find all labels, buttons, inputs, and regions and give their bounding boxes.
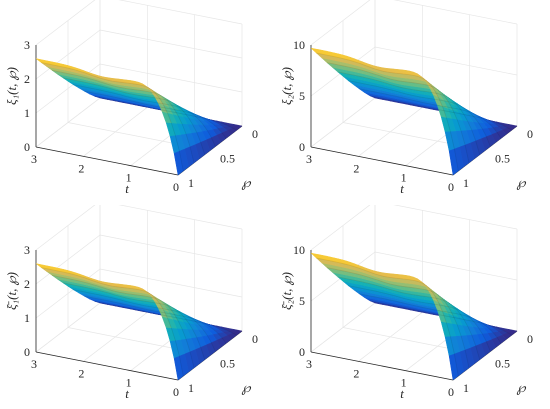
mesh-line [358,293,502,344]
surface-xi2bar [310,252,518,381]
z-axis-label: ξ₁(t, ℘) [4,67,19,105]
z-tick-label: 3 [24,243,30,257]
z-tick-label: 2 [24,72,30,86]
surface-panel-xi1bar: 0 1 2 3 0 0.5 1 0 1 2 3 t ℘ ξ̄₁(t, ℘) [0,205,275,409]
mesh-line [358,88,502,139]
axes-frame [35,45,243,176]
x-tick-label: 1 [126,376,132,390]
x-tick-label: 1 [401,171,407,185]
x-tick-label: 3 [31,357,37,371]
x-tick-label: 2 [78,161,84,175]
mesh-line [326,267,470,368]
y-tick-label: 0 [252,332,258,346]
z-tick-label: 0 [24,140,30,154]
mesh-line [316,52,459,171]
y-axis-label: ℘ [241,175,251,190]
z-tick-label: 5 [299,89,305,103]
z-tick-label: 10 [293,243,305,257]
x-tick-label: 2 [78,366,84,380]
surface-panel-xi1: 0 1 2 3 0 0.5 1 0 1 2 3 t ℘ ξ₁(t, ℘) [0,0,275,204]
mesh-line [337,276,481,360]
z-tick-label: 0 [24,345,30,359]
x-tick-label: 0 [448,385,454,399]
surface-panel-xi2bar: 0 1 2 3 0 0.5 1 0 5 10 t ℘ ξ̄₂(t, ℘) [275,205,550,409]
y-tick-label: 0 [252,127,258,141]
mesh-line [337,71,481,155]
surface-patch [448,353,459,381]
x-tick-label: 0 [173,385,179,399]
z-tick-label: 1 [24,106,30,120]
mesh-line [348,285,491,352]
z-tick-label: 1 [24,311,30,325]
mesh-line [62,282,206,360]
x-axis-label: t [400,181,404,196]
surface-xi2 [310,47,518,176]
mesh-line [51,274,195,368]
mesh-line [51,69,195,163]
x-tick-label: 0 [448,180,454,194]
y-tick-label: 1 [463,176,469,190]
y-tick-label: 0 [527,332,533,346]
y-tick-label: 1 [188,176,194,190]
y-tick-label: 0.5 [220,152,235,166]
mesh-line [316,257,459,376]
surface-panel-xi2: 0 1 2 3 0 0.5 1 0 5 10 t ℘ ξ₂(t, ℘) [275,0,550,204]
mesh-line [41,62,184,171]
mesh-line [62,77,206,155]
z-axis-label: ξ̄₂(t, ℘) [279,272,294,310]
x-axis-label: t [125,181,129,196]
x-axis-label: t [125,386,129,401]
mesh-line [326,62,470,163]
y-tick-label: 0.5 [495,357,510,371]
y-tick-label: 1 [188,381,194,395]
z-tick-label: 0 [299,345,305,359]
x-tick-label: 2 [353,161,359,175]
surface-patch [173,150,184,176]
mesh-line [94,95,237,131]
y-tick-label: 1 [463,381,469,395]
z-tick-label: 0 [299,140,305,154]
y-tick-label: 0 [527,127,533,141]
surface-patch [448,148,459,176]
x-axis-label: t [400,386,404,401]
mesh-line [41,267,184,376]
y-tick-label: 0.5 [495,152,510,166]
surface-patch [173,355,184,381]
mesh-line [73,84,216,147]
y-axis-label: ℘ [516,175,526,190]
z-tick-label: 3 [24,38,30,52]
z-tick-label: 5 [299,294,305,308]
x-tick-label: 3 [306,357,312,371]
x-tick-label: 0 [173,180,179,194]
x-tick-label: 3 [31,152,37,166]
z-axis-label: ξ₂(t, ℘) [279,67,294,105]
mesh-line [73,289,216,352]
axes-frame [35,250,243,381]
z-tick-label: 10 [293,38,305,52]
z-axis-label: ξ̄₁(t, ℘) [4,272,19,310]
mesh-line [369,95,512,131]
z-tick-label: 2 [24,277,30,291]
surface-xi1bar [35,263,243,381]
surface-xi1 [35,58,243,176]
mesh-line [83,90,227,139]
x-tick-label: 1 [126,171,132,185]
mesh-line [348,80,491,147]
mesh-line [83,295,227,344]
y-tick-label: 0.5 [220,357,235,371]
y-axis-label: ℘ [241,380,251,395]
x-tick-label: 1 [401,376,407,390]
x-tick-label: 2 [353,366,359,380]
mesh-line [369,300,512,336]
mesh-line [94,300,237,336]
x-tick-label: 3 [306,152,312,166]
y-axis-label: ℘ [516,380,526,395]
